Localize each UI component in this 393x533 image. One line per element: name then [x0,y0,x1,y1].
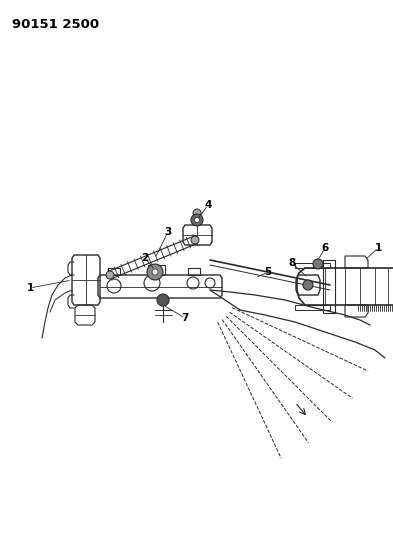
Text: 2: 2 [141,253,149,263]
Text: 1: 1 [375,243,382,253]
Circle shape [313,259,323,269]
Circle shape [195,217,200,222]
Text: 90151 2500: 90151 2500 [12,18,99,31]
Text: 1: 1 [26,283,34,293]
Text: 6: 6 [321,243,329,253]
Text: 7: 7 [181,313,189,323]
Text: 3: 3 [164,227,172,237]
Text: 5: 5 [264,267,272,277]
Circle shape [106,271,114,279]
Circle shape [193,209,201,217]
Circle shape [303,280,313,290]
Circle shape [157,294,169,306]
Circle shape [147,264,163,280]
Text: 4: 4 [204,200,212,210]
Circle shape [191,214,203,226]
Circle shape [152,269,158,275]
Circle shape [191,236,199,244]
Text: 8: 8 [288,258,296,268]
